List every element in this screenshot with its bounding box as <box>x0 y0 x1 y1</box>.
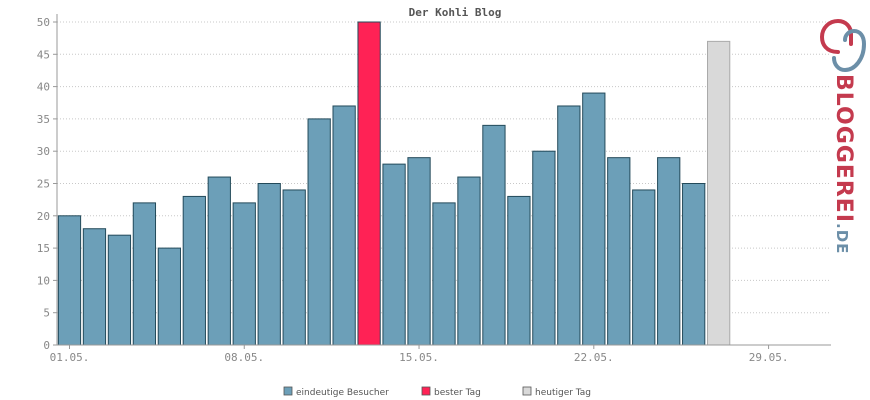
logo-text-main: BLOGGEREI <box>831 74 856 223</box>
bar <box>232 202 256 346</box>
bar <box>682 183 706 346</box>
bar <box>657 157 681 346</box>
y-tick-label: 15 <box>37 242 50 255</box>
legend-swatch <box>421 386 431 396</box>
bar <box>382 163 406 346</box>
bar <box>282 189 306 346</box>
y-tick-label: 5 <box>43 307 50 320</box>
legend-swatch <box>283 386 293 396</box>
bar <box>57 215 82 346</box>
legend: eindeutige Besucher bester Tag heutiger Ta… <box>283 386 591 398</box>
chart-title: Der Kohli Blog <box>409 6 502 19</box>
bar <box>257 183 281 346</box>
logo-text-domain: .DE <box>833 223 851 254</box>
bar <box>582 92 606 346</box>
bar <box>432 202 456 346</box>
y-tick-label: 25 <box>37 178 50 191</box>
y-tick-label: 0 <box>43 339 50 352</box>
x-tick-label: 08.05. <box>224 351 264 364</box>
y-tick-label: 40 <box>37 81 50 94</box>
x-tick-label: 29.05. <box>749 351 789 364</box>
legend-swatch <box>522 386 532 396</box>
y-tick-label: 35 <box>37 113 50 126</box>
bar-best-day <box>357 21 381 346</box>
bar <box>557 105 581 346</box>
bar <box>407 157 431 346</box>
bar <box>157 247 181 346</box>
bars <box>57 21 731 346</box>
x-axis-ticks: 01.05. 08.05. 15.05. 22.05. 29.05. <box>50 345 789 364</box>
y-tick-label: 45 <box>37 48 50 61</box>
legend-label: bester Tag <box>434 388 481 398</box>
svg-text:BLOGGEREI.DE: BLOGGEREI.DE <box>831 74 856 254</box>
y-tick-label: 20 <box>37 210 50 223</box>
legend-label: eindeutige Besucher <box>296 388 389 398</box>
axes <box>56 14 831 346</box>
y-tick-label: 30 <box>37 145 50 158</box>
x-tick-label: 22.05. <box>574 351 614 364</box>
y-tick-label: 10 <box>37 274 50 287</box>
bar <box>507 195 531 346</box>
bar <box>82 228 107 346</box>
x-tick-label: 15.05. <box>399 351 439 364</box>
legend-label: heutiger Tag <box>535 388 591 398</box>
bar <box>207 176 231 346</box>
x-tick-label: 01.05. <box>50 351 90 364</box>
bar <box>482 124 506 346</box>
bar <box>332 105 356 346</box>
bar <box>532 150 556 346</box>
bar <box>607 157 631 346</box>
bar-today <box>707 40 731 346</box>
bloggerei-logo: BLOGGEREI.DE <box>819 18 867 254</box>
bar <box>632 189 656 346</box>
bar <box>307 118 331 346</box>
y-axis-ticks: 0 5 10 15 20 25 30 35 40 45 50 <box>37 16 57 352</box>
bar <box>132 202 157 346</box>
bar <box>457 176 481 346</box>
bar <box>107 234 132 346</box>
logo-mark-icon <box>819 18 867 73</box>
bar <box>182 195 206 346</box>
y-tick-label: 50 <box>37 16 50 29</box>
